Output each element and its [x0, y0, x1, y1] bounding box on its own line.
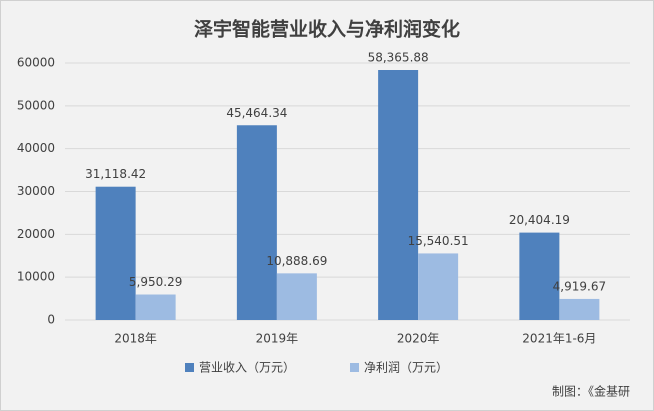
bar: [378, 69, 419, 320]
y-tick-label: 60000: [17, 56, 55, 70]
value-label: 5,950.29: [129, 275, 182, 289]
bar: [95, 186, 136, 320]
y-tick-label: 30000: [17, 184, 55, 198]
legend-label: 净利润（万元）: [364, 361, 448, 375]
value-label: 58,365.88: [368, 50, 429, 64]
legend-label: 营业收入（万元）: [199, 361, 295, 375]
value-label: 10,888.69: [266, 254, 327, 268]
bar: [559, 298, 600, 320]
x-tick-label: 2021年1-6月: [522, 332, 596, 346]
value-label: 15,540.51: [408, 234, 469, 248]
value-label: 45,464.34: [226, 106, 287, 120]
y-tick-label: 50000: [17, 98, 55, 112]
legend-swatch: [185, 363, 194, 372]
y-tick-label: 40000: [17, 141, 55, 155]
value-label: 20,404.19: [509, 213, 570, 227]
y-tick-label: 0: [47, 313, 55, 327]
value-label: 31,118.42: [85, 167, 146, 181]
x-tick-label: 2018年: [114, 332, 157, 346]
value-label: 4,919.67: [553, 279, 606, 293]
source-note: 制图：《金基研: [552, 384, 630, 399]
chart-title: 泽宇智能营业收入与净利润变化: [194, 18, 460, 41]
bar: [418, 253, 459, 320]
bar: [135, 294, 176, 320]
y-tick-label: 10000: [17, 270, 55, 284]
x-tick-label: 2019年: [256, 332, 299, 346]
bar: [519, 232, 560, 320]
bar: [276, 273, 317, 320]
y-tick-label: 20000: [17, 227, 55, 241]
x-tick-label: 2020年: [397, 332, 440, 346]
legend-swatch: [350, 363, 359, 372]
bar: [236, 125, 277, 320]
